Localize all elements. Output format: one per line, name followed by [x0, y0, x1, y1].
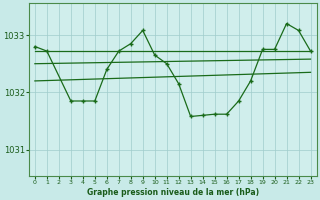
X-axis label: Graphe pression niveau de la mer (hPa): Graphe pression niveau de la mer (hPa)	[87, 188, 259, 197]
